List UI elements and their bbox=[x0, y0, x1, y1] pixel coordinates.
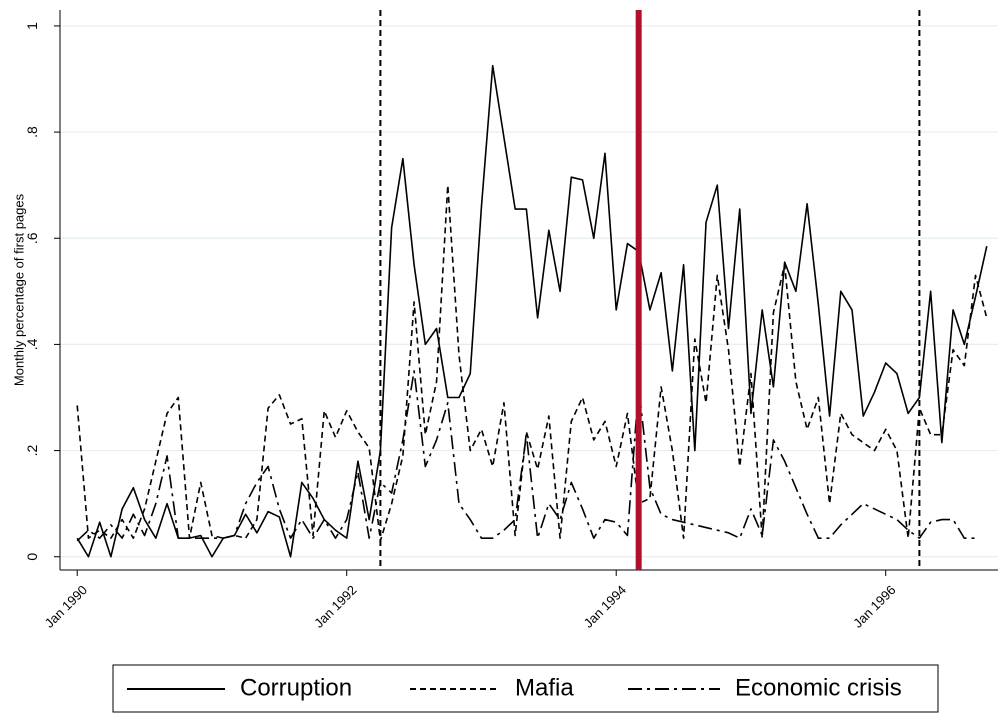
y-axis-label: Monthly percentage of first pages bbox=[11, 193, 26, 386]
y-tick-label: .4 bbox=[24, 338, 40, 350]
y-tick-label: .6 bbox=[24, 232, 40, 244]
legend: Corruption Mafia Economic crisis bbox=[112, 664, 939, 713]
y-tick-label: .2 bbox=[24, 445, 40, 457]
series-line bbox=[76, 370, 976, 542]
legend-box bbox=[112, 664, 939, 713]
y-tick-label: 0 bbox=[24, 553, 40, 561]
y-tick-label: .8 bbox=[24, 126, 40, 138]
legend-label: Mafia bbox=[515, 674, 574, 701]
y-tick-label: 1 bbox=[24, 22, 40, 30]
legend-label: Economic crisis bbox=[735, 674, 902, 701]
legend-label: Corruption bbox=[240, 674, 352, 701]
